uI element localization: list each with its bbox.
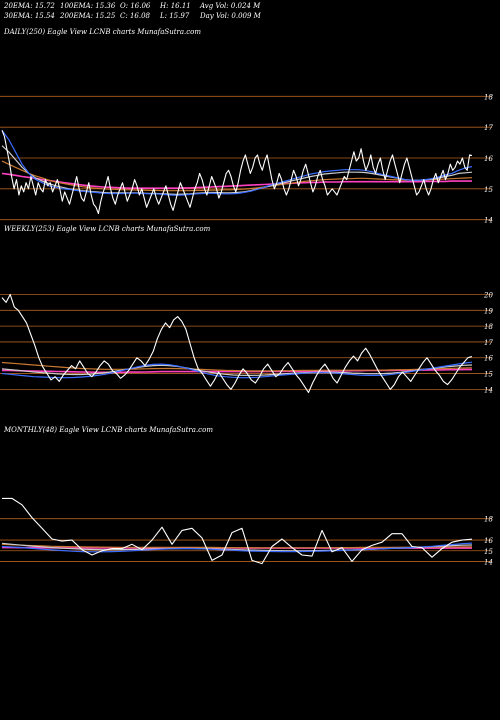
header-dayvol: Day Vol: 0.009 M [200, 12, 261, 20]
weekly-ytick-label: 20 [483, 291, 493, 299]
monthly-ytick-label: 16 [484, 537, 493, 545]
monthly-ytick-label: 14 [484, 558, 493, 566]
header-high: H: 16.11 [160, 2, 191, 10]
daily-ytick-label: 14 [484, 217, 493, 225]
header-ema30: 30EMA: 15.54 [4, 12, 55, 20]
daily-ytick-label: 15 [484, 186, 493, 194]
header-low: L: 15.97 [160, 12, 190, 20]
weekly-ema20-line [1, 361, 473, 379]
weekly-ema30-line [1, 364, 473, 376]
header-ema20: 20EMA: 15.72 [4, 2, 55, 10]
daily-ytick-label: 16 [484, 155, 493, 163]
header-ema100: 100EMA: 15.36 [60, 2, 116, 10]
header-close: C: 16.08 [120, 12, 150, 20]
monthly-ema100-line [1, 543, 472, 549]
daily-ytick-label: 17 [484, 124, 493, 132]
weekly-ytick-label: 15 [484, 371, 493, 379]
weekly-panel-title: WEEKLY(253) Eagle View LCNB charts Munaf… [4, 225, 211, 233]
monthly-price-line [2, 497, 473, 565]
monthly-ema20-line [1, 542, 473, 553]
monthly-panel-title: MONTHLY(48) Eagle View LCNB charts Munaf… [4, 426, 213, 434]
weekly-ytick-label: 16 [484, 355, 493, 363]
weekly-ytick-label: 18 [484, 323, 493, 331]
daily-price-line [1, 130, 473, 215]
daily-ema20-line [1, 129, 473, 196]
monthly-ytick-label: 18 [484, 516, 493, 524]
weekly-price-line [1, 293, 473, 394]
weekly-ytick-label: 17 [484, 339, 493, 347]
weekly-ytick-label: 14 [484, 386, 493, 394]
header-ema200: 200EMA: 15.25 [60, 12, 116, 20]
monthly-ytick-label: 15 [484, 548, 493, 556]
daily-ytick-label: 18 [484, 93, 493, 101]
header-avgvol: Avg Vol: 0.024 M [200, 2, 261, 10]
daily-panel-title: DAILY(250) Eagle View LCNB charts Munafa… [4, 28, 202, 36]
weekly-ema100-line [1, 361, 473, 372]
weekly-ytick-label: 19 [484, 307, 493, 315]
header-open: O: 16.06 [120, 2, 151, 10]
